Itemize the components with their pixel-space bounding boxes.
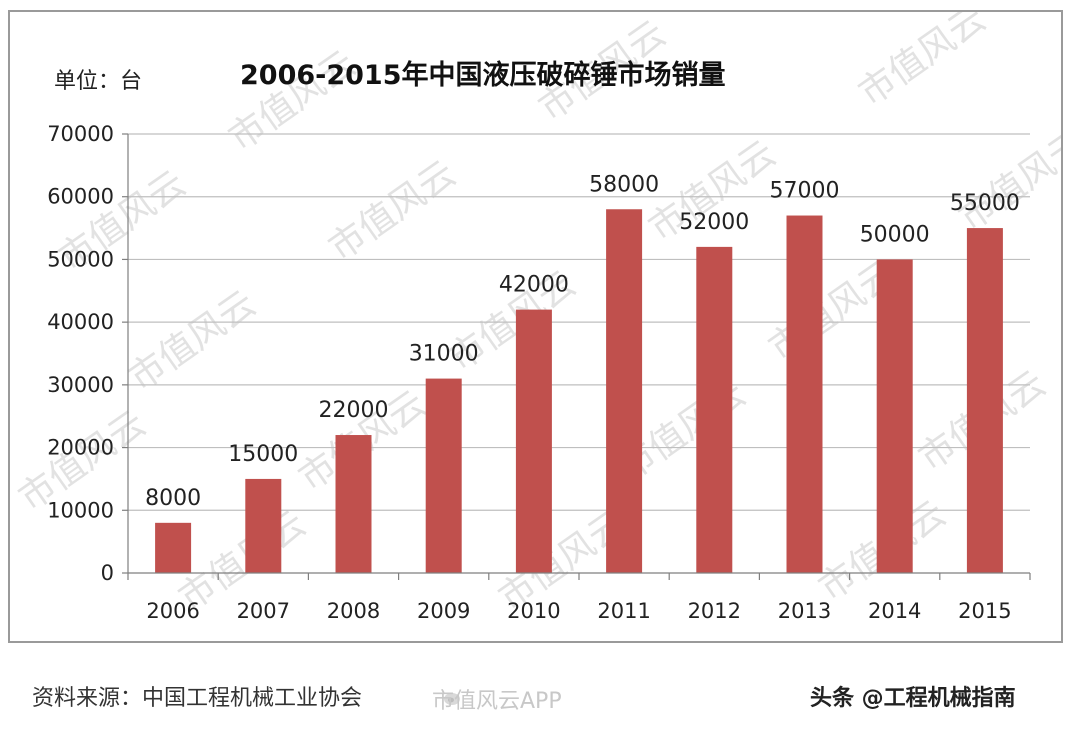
app-watermark: 市值风云APP [432, 689, 562, 714]
x-tick-label: 2012 [688, 599, 741, 623]
y-tick-label: 20000 [47, 436, 114, 460]
x-tick-label: 2009 [417, 599, 470, 623]
watermark-text: 市值风云 [322, 153, 463, 269]
bar-2006 [155, 522, 192, 573]
data-label: 31000 [409, 342, 479, 367]
data-label: 55000 [950, 191, 1020, 216]
data-label: 52000 [679, 210, 749, 235]
brand-text: 头条 @工程机械指南 [810, 686, 1016, 711]
x-tick-label: 2010 [507, 599, 560, 623]
unit-label: 单位：台 [54, 69, 142, 94]
chart-frame: 市值风云 市值风云 市值风云 市值风云 市值风云 市值风云 市值风云 市值风云 市值风云 市值风云… [8, 10, 1063, 643]
x-tick-label: 2008 [327, 599, 380, 623]
bar-2011 [606, 209, 643, 573]
bars [155, 209, 1003, 574]
bar-2008 [335, 435, 372, 573]
data-label: 50000 [860, 222, 930, 247]
y-tick-label: 30000 [47, 373, 114, 397]
x-tick-label: 2006 [146, 599, 199, 623]
data-label: 15000 [228, 442, 298, 467]
watermark-text: 市值风云 [852, 12, 993, 114]
bar-2013 [786, 215, 823, 573]
y-tick-label: 40000 [47, 310, 114, 334]
data-label: 8000 [145, 486, 201, 511]
bar-2012 [696, 246, 733, 573]
chart-title: 2006-2015年中国液压破碎锤市场销量 [240, 59, 726, 91]
data-label: 58000 [589, 172, 659, 197]
source-text: 资料来源：中国工程机械工业协会 [32, 686, 363, 711]
bar-2014 [876, 259, 913, 573]
bar-2015 [966, 228, 1003, 574]
data-labels: 8000 15000 22000 31000 42000 58000 52000 57000 5… [145, 172, 1020, 511]
x-tick-label: 2007 [237, 599, 290, 623]
data-label: 57000 [770, 179, 840, 204]
x-tick-label: 2014 [868, 599, 921, 623]
watermark-text: 市值风云 [122, 283, 263, 399]
y-tick-label: 70000 [47, 122, 114, 146]
bar-2009 [425, 378, 462, 573]
watermark-text: 市值风云 [952, 123, 1061, 239]
y-tick-label: 60000 [47, 185, 114, 209]
axes: 2006 2007 2008 2009 2010 2011 2012 2013 2014 2015 [122, 133, 1031, 623]
x-tick-label: 2011 [597, 599, 650, 623]
weibo-icon [444, 693, 460, 705]
data-label: 42000 [499, 273, 569, 298]
x-tick-label: 2015 [958, 599, 1011, 623]
y-tick-label: 10000 [47, 498, 114, 522]
x-tick-label: 2013 [778, 599, 831, 623]
gridlines: 0 10000 20000 30000 40000 50000 60000 70000 [47, 122, 1030, 585]
bar-2010 [515, 309, 552, 573]
y-tick-label: 50000 [47, 247, 114, 271]
bar-2007 [245, 478, 282, 573]
data-label: 22000 [319, 398, 389, 423]
y-tick-label: 0 [101, 561, 114, 585]
